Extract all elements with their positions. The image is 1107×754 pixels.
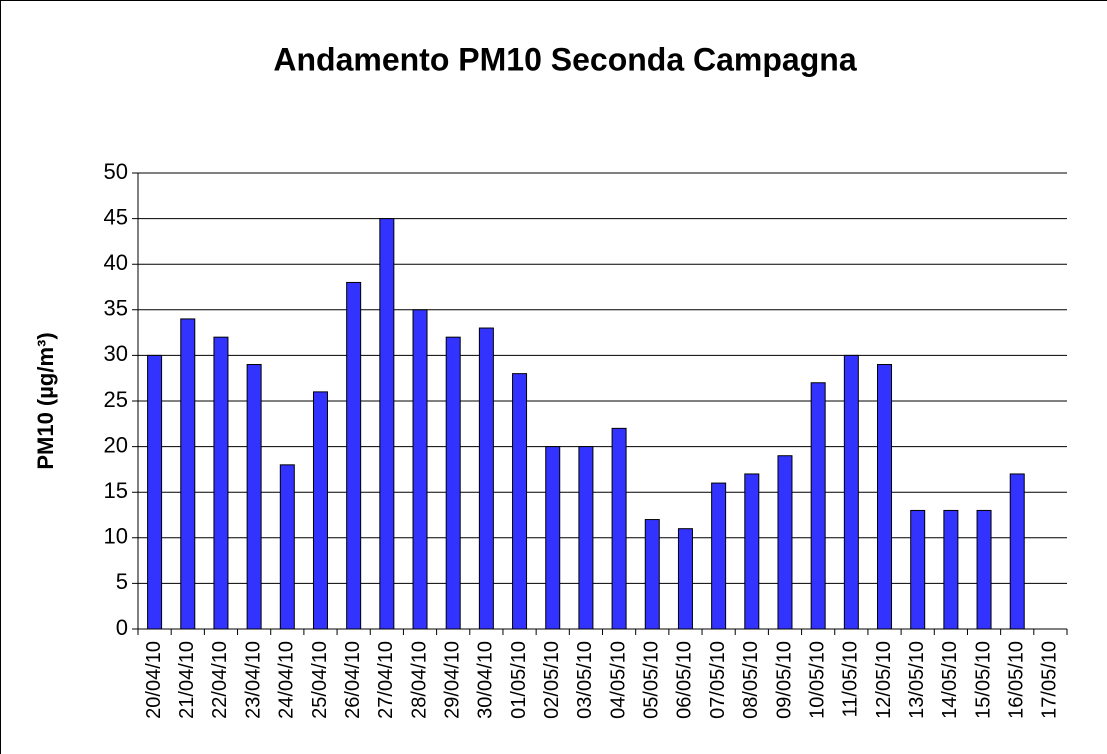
y-tick-label: 50	[104, 159, 128, 184]
x-tick-label: 11/05/10	[840, 641, 862, 717]
x-tick-label: 14/05/10	[939, 641, 961, 719]
y-tick-label: 10	[104, 524, 128, 549]
bar	[843, 354, 859, 630]
x-tick-label: 03/05/10	[574, 641, 596, 719]
bar	[677, 528, 693, 630]
bar	[346, 281, 362, 630]
y-tick-label: 45	[104, 204, 128, 229]
bar	[877, 364, 893, 630]
bar	[611, 427, 627, 630]
bar	[478, 327, 494, 630]
x-tick-label: 24/04/10	[276, 641, 298, 719]
bar	[545, 446, 561, 630]
y-tick-label: 25	[104, 387, 128, 412]
bar	[279, 464, 295, 630]
x-tick-label: 22/04/10	[209, 641, 231, 719]
bar	[246, 364, 262, 630]
x-tick-label: 06/05/10	[674, 641, 696, 719]
y-tick-label: 0	[116, 615, 128, 640]
bar	[744, 473, 760, 630]
bar	[810, 382, 826, 630]
bar	[1009, 473, 1025, 630]
x-tick-label: 29/04/10	[441, 641, 463, 719]
bar	[312, 391, 328, 630]
y-tick-label: 35	[104, 296, 128, 321]
bar	[644, 519, 660, 630]
y-tick-label: 5	[116, 569, 128, 594]
bar	[711, 482, 727, 630]
x-tick-label: 01/05/10	[508, 641, 530, 719]
bar	[213, 336, 229, 630]
x-tick-label: 07/05/10	[707, 641, 729, 719]
x-tick-label: 26/04/10	[342, 641, 364, 719]
bar	[512, 373, 528, 630]
x-tick-label: 28/04/10	[408, 641, 430, 719]
y-tick-label: 40	[104, 250, 128, 275]
x-tick-label: 10/05/10	[806, 641, 828, 719]
chart-title: Andamento PM10 Seconda Campagna	[273, 41, 856, 77]
x-tick-label: 12/05/10	[873, 641, 895, 719]
x-tick-label: 04/05/10	[607, 641, 629, 719]
y-tick-label: 30	[104, 341, 128, 366]
bar	[943, 509, 959, 630]
y-tick-label: 15	[104, 478, 128, 503]
x-tick-label: 02/05/10	[541, 641, 563, 719]
x-tick-label: 30/04/10	[475, 641, 497, 719]
x-tick-label: 05/05/10	[641, 641, 663, 719]
bar	[147, 354, 163, 630]
x-tick-label: 09/05/10	[773, 641, 795, 719]
x-tick-label: 25/04/10	[309, 641, 331, 719]
x-tick-label: 13/05/10	[906, 641, 928, 719]
x-tick-label: 15/05/10	[972, 641, 994, 719]
bar	[180, 318, 196, 630]
x-tick-label: 21/04/10	[176, 641, 198, 719]
bar	[910, 509, 926, 630]
bar	[578, 446, 594, 630]
bar	[777, 455, 793, 630]
bar	[379, 218, 395, 630]
x-tick-label: 17/05/10	[1039, 641, 1061, 719]
x-tick-label: 20/04/10	[143, 641, 165, 719]
x-tick-label: 08/05/10	[740, 641, 762, 719]
y-tick-label: 20	[104, 432, 128, 457]
bar	[976, 509, 992, 630]
y-axis-label: PM10 (µg/m³)	[33, 332, 58, 469]
x-tick-label: 23/04/10	[242, 641, 264, 719]
x-tick-label: 27/04/10	[375, 641, 397, 719]
bar	[412, 309, 428, 630]
bar	[445, 336, 461, 630]
x-tick-label: 16/05/10	[1006, 641, 1028, 719]
